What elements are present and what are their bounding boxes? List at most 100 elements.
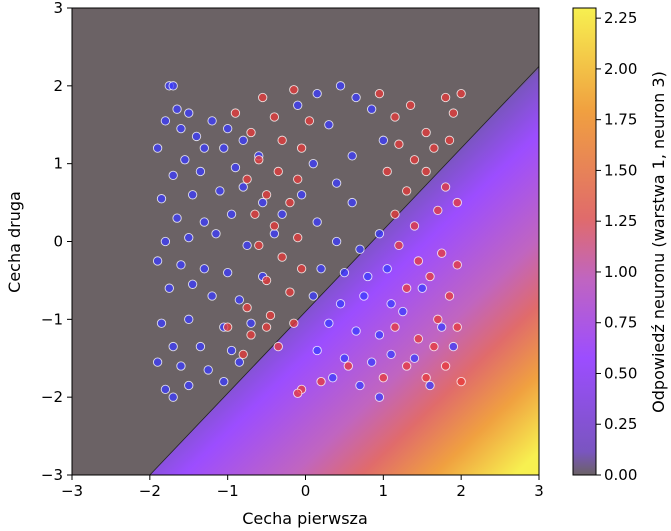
scatter-point-s1-61 (452, 322, 462, 332)
scatter-point-s1-5 (246, 127, 256, 138)
scatter-point-s0-84 (339, 353, 350, 363)
scatter-point-s0-68 (312, 217, 322, 227)
scatter-point-s0-40 (234, 295, 244, 305)
scatter-point-s1-31 (261, 322, 272, 332)
scatter-point-s1-18 (277, 252, 287, 262)
colorbar-tick-label-9: 2.25 (604, 9, 637, 27)
scatter-point-s0-62 (378, 135, 388, 145)
scatter-point-s0-10 (207, 116, 217, 126)
scatter-point-s1-24 (289, 318, 299, 328)
scatter-point-s0-22 (258, 197, 268, 208)
scatter-point-s1-0 (230, 108, 241, 118)
scatter-point-s1-25 (223, 322, 233, 332)
x-axis-label: Cecha pierwsza (242, 509, 368, 528)
scatter-point-s0-75 (382, 264, 392, 274)
y-tick-label-6: 3 (53, 0, 63, 17)
scatter-point-s1-64 (440, 361, 451, 371)
scatter-point-s1-4 (304, 116, 315, 126)
scatter-point-s1-48 (390, 209, 400, 219)
colorbar-tick-label-8: 2.00 (604, 60, 637, 78)
scatter-point-s1-44 (402, 186, 412, 196)
y-axis-ticks: −3 −2 −1 0 1 2 3 (41, 0, 72, 484)
plot-area (72, 8, 539, 475)
scatter-point-s0-26 (226, 209, 237, 219)
scatter-point-s0-17 (168, 170, 178, 180)
scatter-point-s1-22 (242, 303, 252, 313)
scatter-point-s1-35 (421, 127, 431, 138)
scatter-point-s1-59 (413, 334, 424, 344)
scatter-point-s0-2 (172, 104, 182, 114)
scatter-point-s1-6 (277, 135, 287, 145)
scatter-point-s1-42 (444, 135, 455, 145)
x-tick-label-0: −3 (61, 482, 83, 500)
scatter-point-s0-51 (234, 357, 244, 367)
scatter-point-s0-73 (339, 267, 350, 278)
colorbar-tick-label-3: 0.75 (604, 314, 637, 332)
scatter-point-s0-47 (226, 345, 237, 356)
scatter-point-s0-32 (152, 256, 163, 266)
x-tick-label-4: 1 (379, 482, 389, 500)
colorbar-tick-label-4: 1.00 (604, 263, 637, 281)
scatter-point-s1-68 (343, 361, 353, 371)
scatter-point-s0-67 (296, 190, 307, 200)
scatter-point-s0-37 (164, 283, 174, 293)
scatter-point-s0-19 (187, 190, 198, 200)
colorbar-tick-label-1: 0.25 (604, 415, 637, 433)
scatter-point-s1-10 (293, 174, 303, 184)
scatter-point-s1-67 (316, 376, 326, 387)
colorbar-label: Odpowiedź neuronu (warstwa 1, neuron 3) (649, 71, 668, 413)
scatter-point-s0-38 (187, 279, 198, 289)
x-tick-label-3: 0 (301, 482, 311, 500)
scatter-point-s1-41 (429, 143, 439, 153)
scatter-point-s0-54 (219, 376, 229, 387)
colorbar-gradient-bar (572, 7, 597, 476)
y-tick-label-1: −2 (41, 388, 63, 406)
colorbar-ticks: 0.00 0.25 0.50 0.75 1.00 1.25 1.50 1.75 2.00 2.25 (596, 9, 637, 484)
scatter-point-s0-90 (409, 353, 420, 363)
scatter-point-s0-24 (172, 213, 182, 223)
scatter-point-s0-12 (219, 143, 229, 153)
colorbar-tick-label-7: 1.75 (604, 111, 637, 129)
scatter-point-s0-57 (312, 88, 322, 99)
scatter-point-s0-94 (398, 306, 408, 317)
scatter-point-s0-79 (386, 299, 396, 309)
scatter-point-s0-89 (374, 392, 385, 402)
scatter-point-s1-39 (394, 139, 404, 149)
scatter-point-s0-69 (331, 236, 342, 247)
colorbar-tick-label-2: 0.50 (604, 364, 637, 382)
scatter-point-s0-46 (195, 341, 206, 352)
scatter-point-s0-28 (184, 232, 194, 243)
scatter-point-s0-25 (199, 217, 209, 227)
scatter-point-s0-76 (308, 291, 318, 301)
scatter-point-s1-19 (296, 264, 307, 274)
scatter-point-s0-21 (238, 182, 248, 192)
scatter-point-s0-23 (277, 209, 287, 219)
scatter-point-s0-87 (328, 373, 338, 383)
scatter-point-s0-13 (238, 135, 248, 145)
scatter-point-s1-1 (258, 92, 268, 103)
scatter-point-s0-86 (386, 349, 396, 360)
scatter-point-s0-71 (374, 229, 385, 239)
scatter-point-s0-55 (168, 392, 178, 402)
scatter-point-s0-53 (184, 380, 194, 391)
scatter-point-s0-15 (230, 162, 241, 173)
scatter-point-s1-63 (421, 373, 431, 383)
x-tick-label-1: −2 (139, 482, 161, 500)
scatter-point-s1-21 (285, 287, 295, 297)
colorbar-tick-label-6: 1.50 (604, 161, 637, 179)
scatter-point-s0-88 (355, 380, 365, 391)
scatter-point-s1-15 (269, 221, 280, 231)
colorbar-tick-label-5: 1.25 (604, 212, 637, 230)
scatter-point-s0-74 (363, 271, 373, 282)
scatter-point-s1-56 (425, 271, 435, 282)
scatter-point-s0-11 (223, 123, 233, 134)
scatter-point-s1-50 (433, 205, 443, 216)
scatter-point-s1-9 (273, 166, 283, 177)
scatter-point-s0-4 (184, 108, 194, 118)
scatter-point-s1-57 (444, 291, 455, 301)
scatter-point-s0-44 (246, 318, 256, 328)
scatter-point-s0-33 (176, 260, 186, 270)
x-tick-label-5: 2 (456, 482, 466, 500)
scatter-point-s0-39 (207, 291, 217, 301)
